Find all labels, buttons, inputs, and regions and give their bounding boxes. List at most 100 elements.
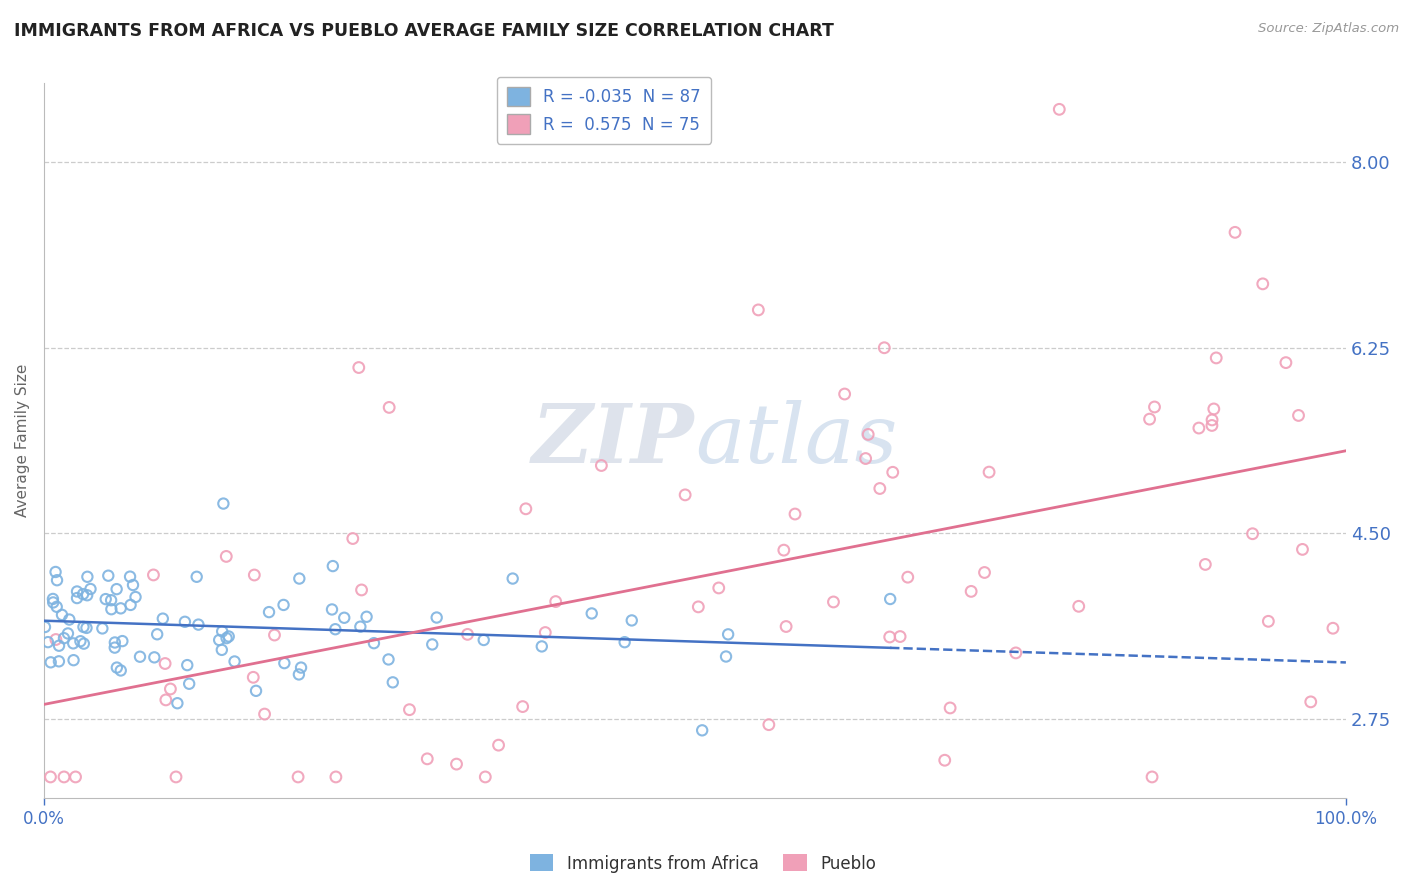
Point [1004,646,1026,660]
Text: atlas: atlas [695,401,897,481]
Point [879,630,901,644]
Point [120,569,142,583]
Point [322,559,344,574]
Point [153,657,176,671]
Point [515,501,537,516]
Point [502,572,524,586]
Point [211,624,233,639]
Point [187,617,209,632]
Point [488,738,510,752]
Point [1139,412,1161,426]
Legend: R = -0.035  N = 87, R =  0.575  N = 75: R = -0.035 N = 87, R = 0.575 N = 75 [496,77,711,144]
Point [97,568,120,582]
Point [869,482,891,496]
Point [224,655,246,669]
Point [186,570,208,584]
Point [37,635,59,649]
Point [100,602,122,616]
Point [159,681,181,696]
Point [1257,615,1279,629]
Point [124,590,146,604]
Point [823,595,845,609]
Point [76,570,98,584]
Point [146,627,169,641]
Point [104,635,127,649]
Point [76,621,98,635]
Point [79,582,101,596]
Point [176,658,198,673]
Point [398,703,420,717]
Point [288,572,311,586]
Point [215,631,238,645]
Point [48,654,70,668]
Point [512,699,534,714]
Point [934,753,956,767]
Point [472,632,495,647]
Point [1194,558,1216,572]
Point [120,598,142,612]
Y-axis label: Average Family Size: Average Family Size [15,364,30,517]
Point [363,636,385,650]
Point [105,660,128,674]
Point [39,770,62,784]
Point [581,607,603,621]
Point [179,677,201,691]
Point [253,707,276,722]
Point [620,614,643,628]
Point [1223,225,1246,239]
Point [707,581,730,595]
Point [45,632,67,647]
Point [1140,770,1163,784]
Point [1143,400,1166,414]
Point [897,570,920,584]
Point [325,770,347,784]
Point [1322,621,1344,635]
Point [76,588,98,602]
Point [155,693,177,707]
Point [242,670,264,684]
Point [1201,413,1223,427]
Point [245,683,267,698]
Point [613,635,636,649]
Point [53,770,76,784]
Point [165,770,187,784]
Point [69,634,91,648]
Point [381,675,404,690]
Point [591,458,613,473]
Point [110,664,132,678]
Point [783,507,806,521]
Point [347,360,370,375]
Point [110,601,132,615]
Point [323,622,346,636]
Point [91,622,114,636]
Point [52,631,75,645]
Point [290,660,312,674]
Point [42,591,65,606]
Point [143,650,166,665]
Point [377,652,399,666]
Point [772,543,794,558]
Point [46,573,69,587]
Point [48,639,70,653]
Point [72,620,94,634]
Point [544,594,567,608]
Point [257,605,280,619]
Point [100,593,122,607]
Point [350,582,373,597]
Point [714,649,737,664]
Point [94,592,117,607]
Point [174,615,197,629]
Point [349,620,371,634]
Point [333,611,356,625]
Point [856,427,879,442]
Point [122,578,145,592]
Point [758,717,780,731]
Point [1047,103,1070,117]
Point [51,607,73,622]
Point [534,625,557,640]
Point [212,497,235,511]
Legend: Immigrants from Africa, Pueblo: Immigrants from Africa, Pueblo [523,847,883,880]
Point [66,591,89,605]
Point [273,656,295,670]
Point [111,634,134,648]
